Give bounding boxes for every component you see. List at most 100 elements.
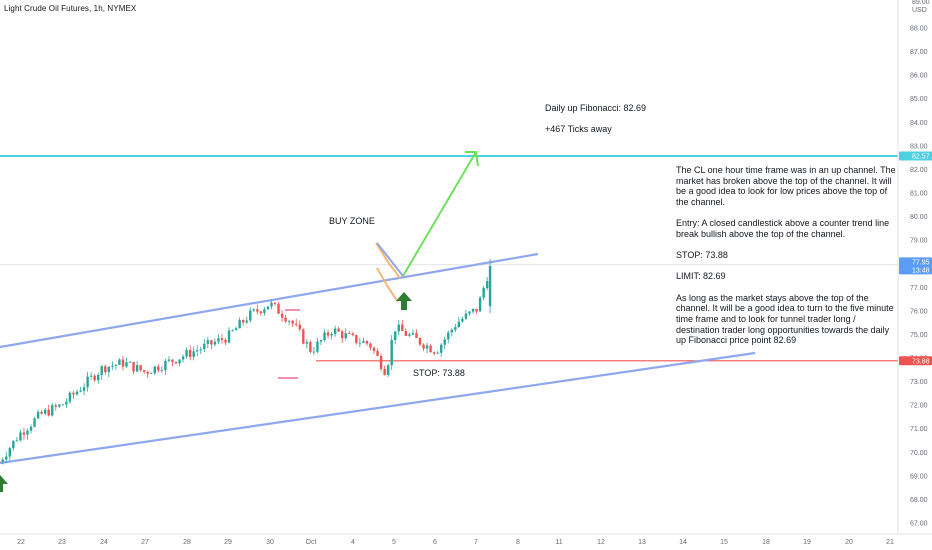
y-axis-tick-label: 69.00 [910,473,928,480]
price-badge [899,151,932,161]
candle-body [344,333,347,339]
y-axis-tick-label: 73.00 [910,379,928,386]
price-badge [899,356,932,366]
candle-body [259,311,263,314]
price-badge-label: 82.57 [912,153,930,160]
notes-paragraph: LIMIT: 82.69 [676,271,726,282]
candle-body [43,409,47,414]
symbol-title: Light Crude Oil Futures, 1h, NYMEX [4,4,137,13]
candle-body [454,327,457,330]
candle-body [93,375,96,381]
candle-body [82,387,86,391]
candle-body [238,320,241,329]
candle-body [312,351,316,353]
y-axis-tick-label: 72.00 [910,403,928,410]
ticks-away-label: +467 Ticks away [545,124,612,134]
candle-body [390,340,393,366]
candle-body [475,308,478,312]
candle-body [386,365,390,375]
candle-body [249,310,252,321]
candle-body [443,339,446,345]
candle-body [164,360,167,371]
candle-body [58,404,61,407]
candle-body [15,440,19,442]
candle-body [125,362,128,367]
notes-paragraph: Entry: A closed candlestick above a coun… [676,218,890,240]
candle-body [199,349,202,351]
candle-body [160,370,164,371]
candle-body [464,313,468,319]
price-badge-label: 13:48 [912,267,930,274]
candle-body [61,404,65,406]
candle-body [355,335,358,343]
candle-body [171,359,174,362]
candle-body [340,331,344,339]
projection-arrow-head [465,151,479,167]
candle-body [97,374,100,381]
candle-body [270,302,273,307]
y-axis-tick-label: 77.00 [910,285,928,292]
x-axis-tick-label: 28 [183,539,191,546]
candle-body [227,330,231,343]
candle-body [174,361,178,364]
candle-body [432,352,436,354]
candle-body [153,366,156,374]
x-axis-tick-label: 24 [100,539,108,546]
candle-body [482,288,485,298]
candle-body [291,320,294,324]
price-badge-label: 77.95 [912,259,930,266]
candle-body [295,323,298,325]
candle-body [107,366,111,373]
candle-body [8,448,12,457]
candle-body [358,342,362,344]
y-axis-tick-label: 71.00 [910,426,928,433]
candle-body [440,344,443,353]
candle-body [203,343,206,350]
candle-body [40,411,43,414]
y-axis-tick-label: 89.00 [912,0,930,6]
candle-body [86,376,89,388]
candle-body [142,370,146,372]
candle-body [47,409,50,416]
y-axis-tick-label: 80.00 [910,214,928,221]
candle-body [478,297,482,312]
candle-body [210,340,213,345]
y-axis-tick-label: 87.00 [910,49,928,56]
candle-body [234,328,238,331]
price-badge-label: 73.88 [912,358,930,365]
y-axis-tick-label: 79.00 [910,238,928,245]
y-axis-tick-label: 81.00 [910,190,928,197]
candle-body [280,313,284,318]
candle-body [132,361,135,372]
candle-body [51,405,54,416]
candle-body [429,345,432,353]
candle-body [121,359,125,367]
candle-body [326,332,330,336]
counter-trendline [376,242,404,277]
candle-body [22,432,26,435]
candle-body [114,364,118,366]
candle-body [12,440,15,449]
y-axis-tick-label: 85.00 [910,96,928,103]
x-axis-tick-label: 30 [266,539,274,546]
fibonacci-target-label: Daily up Fibonacci: 82.69 [545,103,647,113]
candle-body [376,350,379,356]
candle-body [104,366,107,373]
candle-body [273,302,277,304]
candle-body [348,333,351,335]
candle-body [188,350,192,357]
candle-body [461,318,464,322]
y-axis-unit: USD [912,7,927,14]
candle-body [323,332,326,341]
y-axis-tick-label: 76.00 [910,308,928,315]
candle-body [302,329,305,344]
candle-body [418,337,422,345]
y-axis-tick-label: 83.00 [910,143,928,150]
candle-body [362,340,365,343]
x-axis-tick-label: 14 [679,539,687,546]
x-axis-tick-label: 29 [224,539,232,546]
candle-body [383,368,386,375]
price-badge [899,265,932,275]
candle-body [75,391,79,395]
